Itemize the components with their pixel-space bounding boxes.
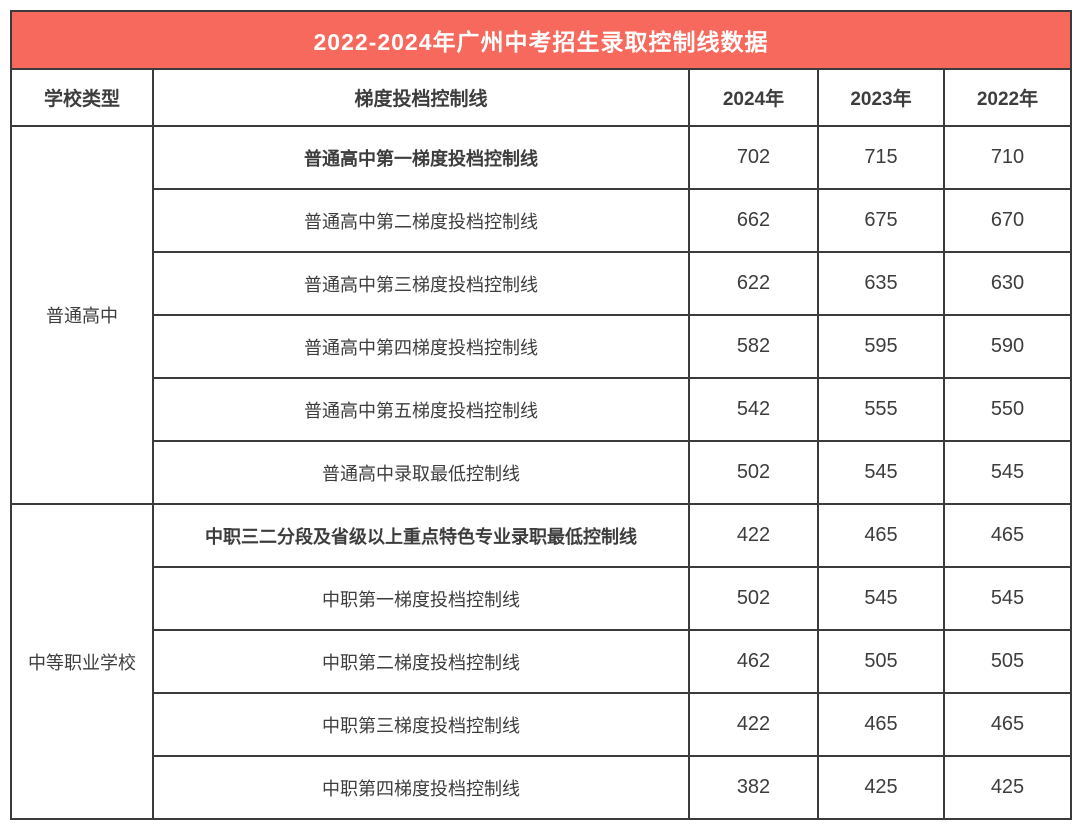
row-label: 中职第一梯度投档控制线 [152, 566, 690, 631]
header-year-2024: 2024年 [688, 68, 819, 127]
value-cell: 505 [942, 629, 1073, 694]
table-row: 普通高中 普通高中第一梯度投档控制线 702 715 710 [10, 125, 1073, 505]
value-cell: 545 [942, 566, 1073, 631]
table-header-row: 学校类型 梯度投档控制线 2024年 2023年 2022年 [10, 68, 1073, 127]
category-cell: 中等职业学校 [10, 503, 154, 820]
admission-score-table: 2022-2024年广州中考招生录取控制线数据 学校类型 梯度投档控制线 202… [9, 10, 1073, 820]
value-cell: 465 [942, 692, 1073, 757]
table-title-row: 2022-2024年广州中考招生录取控制线数据 [9, 10, 1073, 70]
table-row: 普通高中第四梯度投档控制线 582 595 590 [11, 314, 1073, 379]
value-cell: 545 [942, 440, 1073, 505]
category-cell: 普通高中 [10, 125, 154, 505]
table-row: 普通高中第三梯度投档控制线 622 635 630 [11, 251, 1073, 316]
table-row: 中职第一梯度投档控制线 502 545 545 [11, 566, 1073, 631]
value-cell: 505 [817, 629, 945, 694]
header-year-2023: 2023年 [817, 68, 945, 127]
header-school-type: 学校类型 [10, 68, 154, 127]
row-label: 中职第二梯度投档控制线 [152, 629, 690, 694]
value-cell: 425 [817, 755, 945, 820]
value-cell: 465 [817, 503, 945, 568]
row-label: 普通高中第四梯度投档控制线 [152, 314, 690, 379]
row-label: 普通高中第三梯度投档控制线 [152, 251, 690, 316]
row-label: 中职第三梯度投档控制线 [152, 692, 690, 757]
value-cell: 590 [942, 314, 1073, 379]
row-label: 普通高中第一梯度投档控制线 [152, 125, 690, 190]
table-title: 2022-2024年广州中考招生录取控制线数据 [9, 10, 1073, 70]
table-row: 普通高中第二梯度投档控制线 662 675 670 [11, 188, 1073, 253]
value-cell: 425 [942, 755, 1073, 820]
table-row: 普通高中第五梯度投档控制线 542 555 550 [11, 377, 1073, 442]
table-body: 普通高中 普通高中第一梯度投档控制线 702 715 710 普通高中第二梯度投档控制线 6… [10, 125, 1073, 820]
value-cell: 622 [688, 251, 819, 316]
header-year-2022: 2022年 [942, 68, 1073, 127]
value-cell: 382 [688, 755, 819, 820]
value-cell: 710 [942, 125, 1073, 190]
value-cell: 422 [688, 503, 819, 568]
value-cell: 702 [688, 125, 819, 190]
table-row: 中职第四梯度投档控制线 382 425 425 [11, 755, 1073, 820]
value-cell: 715 [817, 125, 945, 190]
table-row: 中职第二梯度投档控制线 462 505 505 [11, 629, 1073, 694]
table-row: 中职第三梯度投档控制线 422 465 465 [11, 692, 1073, 757]
value-cell: 555 [817, 377, 945, 442]
value-cell: 635 [817, 251, 945, 316]
value-cell: 465 [817, 692, 945, 757]
value-cell: 465 [942, 503, 1073, 568]
value-cell: 502 [688, 566, 819, 631]
value-cell: 422 [688, 692, 819, 757]
value-cell: 670 [942, 188, 1073, 253]
value-cell: 662 [688, 188, 819, 253]
value-cell: 630 [942, 251, 1073, 316]
table-row: 普通高中录取最低控制线 502 545 545 [11, 440, 1073, 505]
row-label: 普通高中第二梯度投档控制线 [152, 188, 690, 253]
value-cell: 462 [688, 629, 819, 694]
value-cell: 595 [817, 314, 945, 379]
header-control-line: 梯度投档控制线 [152, 68, 690, 127]
value-cell: 545 [817, 440, 945, 505]
value-cell: 675 [817, 188, 945, 253]
row-label: 普通高中第五梯度投档控制线 [152, 377, 690, 442]
value-cell: 550 [942, 377, 1073, 442]
value-cell: 545 [817, 566, 945, 631]
value-cell: 582 [688, 314, 819, 379]
row-label: 中职第四梯度投档控制线 [152, 755, 690, 820]
value-cell: 502 [688, 440, 819, 505]
row-label: 中职三二分段及省级以上重点特色专业录职最低控制线 [152, 503, 690, 568]
row-label: 普通高中录取最低控制线 [152, 440, 690, 505]
table-row: 中等职业学校 中职三二分段及省级以上重点特色专业录职最低控制线 422 465 465 [10, 503, 1073, 820]
value-cell: 542 [688, 377, 819, 442]
